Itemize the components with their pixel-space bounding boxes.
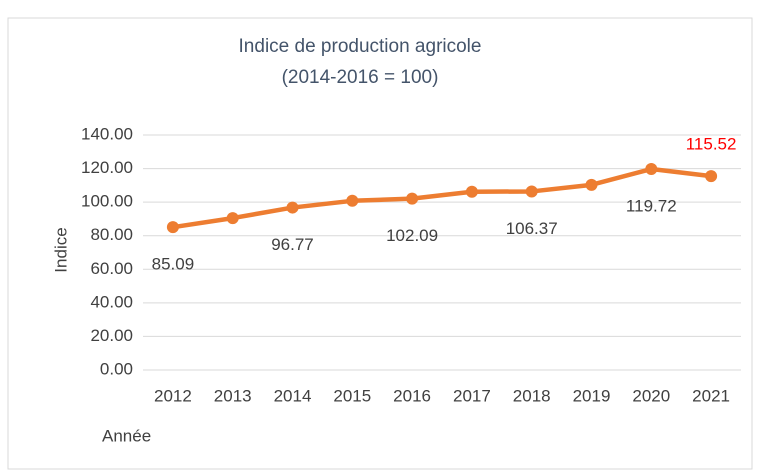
y-tick-label: 60.00 xyxy=(90,259,133,278)
chart-subtitle: (2014-2016 = 100) xyxy=(282,67,439,88)
chart-frame xyxy=(7,17,753,470)
marker xyxy=(645,163,658,176)
x-tick-label: 2016 xyxy=(393,386,431,405)
y-axis-label: Indice xyxy=(51,227,70,272)
marker xyxy=(166,221,179,234)
x-tick-label: 2018 xyxy=(513,386,551,405)
marker xyxy=(346,194,359,207)
data-label: 85.09 xyxy=(152,255,195,274)
chart-title: Indice de production agricole xyxy=(239,36,482,57)
marker xyxy=(705,170,718,183)
x-tick-label: 2012 xyxy=(154,386,192,405)
x-tick-label: 2015 xyxy=(333,386,371,405)
marker xyxy=(465,185,478,198)
data-label: 102.09 xyxy=(386,226,438,245)
data-label: 115.52 xyxy=(686,135,737,154)
data-label: 106.37 xyxy=(506,219,558,238)
x-tick-label: 2021 xyxy=(692,386,730,405)
y-tick-label: 140.00 xyxy=(81,124,133,143)
data-label: 96.77 xyxy=(271,235,314,254)
line xyxy=(172,166,712,230)
marker xyxy=(286,201,299,214)
x-axis-label: Année xyxy=(102,426,151,445)
marker xyxy=(406,192,419,205)
y-tick-label: 0.00 xyxy=(100,359,133,378)
marker xyxy=(585,178,598,191)
marker xyxy=(226,212,239,225)
y-tick-label: 20.00 xyxy=(90,326,133,345)
y-tick-label: 80.00 xyxy=(90,225,133,244)
y-tick-label: 40.00 xyxy=(90,292,133,311)
x-tick-label: 2020 xyxy=(632,386,670,405)
x-tick-label: 2014 xyxy=(274,386,312,405)
data-label: 119.72 xyxy=(626,197,677,216)
y-tick-label: 100.00 xyxy=(81,192,133,211)
x-tick-label: 2017 xyxy=(453,386,491,405)
x-tick-label: 2013 xyxy=(214,386,252,405)
y-tick-label: 120.00 xyxy=(81,158,133,177)
x-tick-label: 2019 xyxy=(573,386,611,405)
marker xyxy=(525,185,538,198)
